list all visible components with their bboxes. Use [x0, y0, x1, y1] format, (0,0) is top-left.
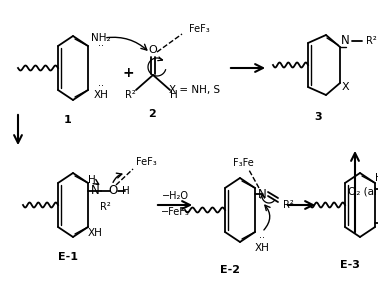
- Text: FeF₃: FeF₃: [136, 157, 156, 167]
- Text: XH: XH: [88, 228, 102, 238]
- FancyArrowPatch shape: [158, 57, 163, 61]
- FancyArrowPatch shape: [107, 37, 147, 50]
- FancyArrowPatch shape: [93, 179, 99, 184]
- Text: E-3: E-3: [340, 260, 360, 270]
- FancyArrowPatch shape: [260, 193, 265, 198]
- Text: O: O: [108, 185, 118, 197]
- Text: R²: R²: [125, 90, 135, 100]
- Text: ··: ··: [98, 81, 104, 91]
- Text: ··: ··: [98, 41, 104, 51]
- Text: O: O: [149, 45, 157, 55]
- Text: 3: 3: [314, 112, 322, 122]
- Text: 2: 2: [148, 109, 156, 119]
- Text: −FeF₃: −FeF₃: [161, 207, 189, 217]
- Text: ··: ··: [259, 233, 265, 243]
- Text: R²: R²: [283, 200, 293, 210]
- Text: O₂ (air): O₂ (air): [348, 187, 378, 197]
- Text: −H₂O: −H₂O: [161, 191, 189, 201]
- Text: FeF₃: FeF₃: [189, 24, 209, 34]
- FancyArrowPatch shape: [113, 173, 122, 182]
- Text: H: H: [375, 173, 378, 183]
- Text: 1: 1: [64, 115, 72, 125]
- Text: N: N: [258, 187, 266, 201]
- Text: H: H: [170, 90, 178, 100]
- FancyArrowPatch shape: [264, 205, 270, 230]
- Text: XH: XH: [254, 243, 270, 253]
- Text: N: N: [91, 185, 99, 197]
- Text: +: +: [122, 66, 134, 80]
- Text: E-2: E-2: [220, 265, 240, 275]
- Text: NH₂: NH₂: [91, 33, 111, 43]
- Text: R²: R²: [100, 202, 110, 212]
- Text: E-1: E-1: [58, 252, 78, 262]
- Text: H: H: [88, 175, 96, 185]
- Text: XH: XH: [94, 90, 108, 100]
- Text: H: H: [122, 186, 130, 196]
- Text: R²: R²: [366, 36, 376, 46]
- Text: N: N: [341, 34, 349, 47]
- Text: X = NH, S: X = NH, S: [169, 85, 220, 95]
- Text: X: X: [341, 82, 349, 92]
- Text: F₃Fe: F₃Fe: [232, 158, 253, 168]
